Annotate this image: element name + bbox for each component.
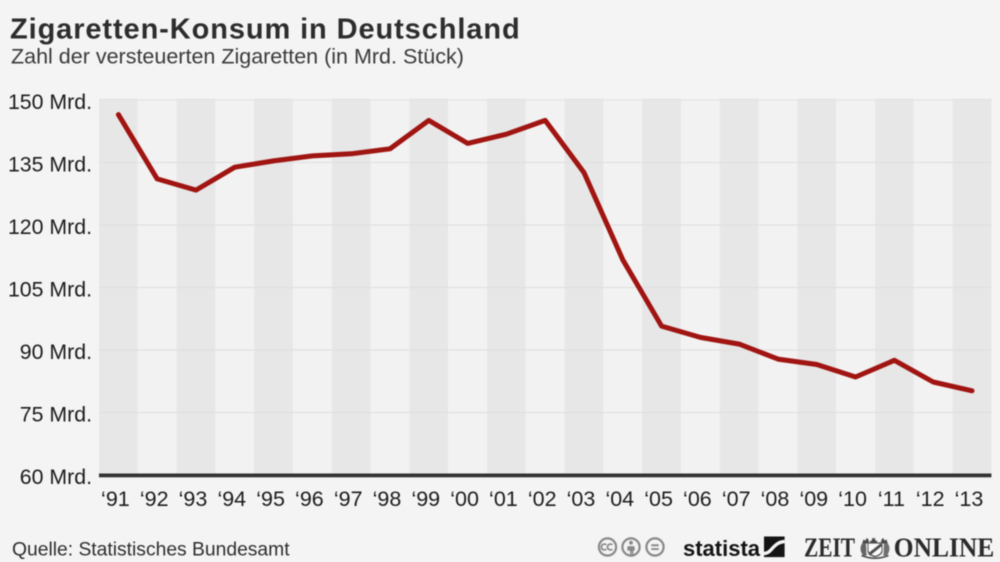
svg-text:105 Mrd.: 105 Mrd. [8,277,92,301]
svg-text:‘01: ‘01 [489,487,518,511]
svg-text:Quelle: Statistisches Bundesam: Quelle: Statistisches Bundesamt [12,540,290,561]
svg-text:‘04: ‘04 [605,487,634,511]
svg-text:statista: statista [683,536,761,561]
svg-text:‘10: ‘10 [838,487,867,511]
svg-text:‘91: ‘91 [101,487,130,511]
svg-text:‘07: ‘07 [722,487,751,511]
svg-text:‘97: ‘97 [334,487,363,511]
svg-text:‘12: ‘12 [916,487,945,511]
svg-text:‘09: ‘09 [799,487,828,511]
svg-text:‘05: ‘05 [644,487,673,511]
svg-text:ONLINE: ONLINE [894,533,995,562]
svg-text:Zigaretten-Konsum in Deutschla: Zigaretten-Konsum in Deutschland [10,13,521,45]
svg-text:150 Mrd.: 150 Mrd. [8,90,92,114]
svg-text:‘00: ‘00 [450,487,479,511]
svg-text:‘95: ‘95 [256,487,285,511]
svg-text:ZEIT: ZEIT [804,533,855,562]
svg-text:135 Mrd.: 135 Mrd. [8,152,92,176]
svg-text:‘92: ‘92 [140,487,169,511]
svg-text:120 Mrd.: 120 Mrd. [8,215,92,239]
svg-text:‘93: ‘93 [179,487,208,511]
svg-text:90 Mrd.: 90 Mrd. [20,340,92,364]
svg-text:Zahl der versteuerten Zigarett: Zahl der versteuerten Zigaretten (in Mrd… [11,45,464,69]
svg-text:‘11: ‘11 [878,487,905,511]
svg-text:‘13: ‘13 [955,487,984,511]
svg-text:‘03: ‘03 [567,487,596,511]
svg-text:‘02: ‘02 [528,487,557,511]
svg-text:‘06: ‘06 [683,487,712,511]
svg-text:‘96: ‘96 [295,487,324,511]
svg-text:60 Mrd.: 60 Mrd. [20,465,92,489]
svg-text:‘08: ‘08 [761,487,790,511]
svg-text:‘99: ‘99 [411,487,440,511]
svg-text:‘94: ‘94 [217,487,246,511]
svg-text:‘98: ‘98 [373,487,402,511]
svg-text:75 Mrd.: 75 Mrd. [20,402,92,426]
